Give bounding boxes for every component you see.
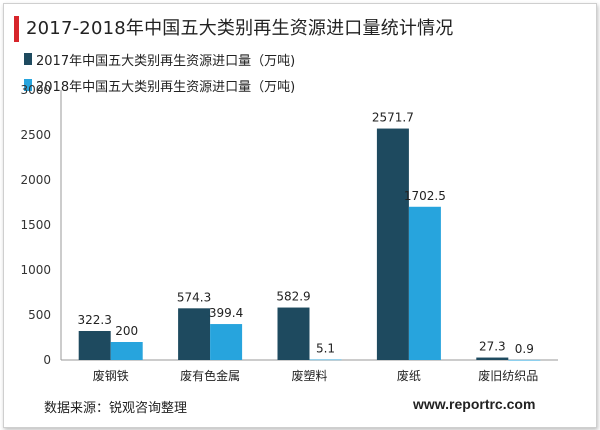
legend-item-2018: 2018年中国五大类别再生资源进口量（万吨) [24, 74, 295, 96]
website-watermark: www.reportrc.com [413, 396, 536, 412]
bar-2017 [476, 357, 509, 360]
x-tick-label: 废旧纺织品 [478, 368, 538, 383]
y-tick-label: 0 [43, 353, 51, 367]
bar-2018 [508, 359, 541, 361]
bar-2017 [178, 308, 211, 360]
data-source: 数据来源：锐观咨询整理 [44, 401, 188, 416]
data-label: 582.9 [276, 290, 310, 304]
data-label: 5.1 [316, 342, 335, 356]
data-label: 27.3 [479, 340, 506, 354]
bar-2018 [309, 359, 342, 361]
legend-label-2017: 2017年中国五大类别再生资源进口量（万吨) [36, 53, 296, 69]
data-label: 574.3 [177, 290, 211, 304]
y-tick-label: 1500 [20, 218, 51, 232]
data-label: 399.4 [209, 306, 243, 320]
title-accent-bar [14, 16, 19, 42]
bar-2018 [210, 324, 243, 360]
x-tick-label: 废钢铁 [93, 368, 129, 383]
bar-2018 [110, 342, 143, 360]
y-tick-label: 500 [28, 308, 51, 322]
bar-2017 [78, 330, 111, 360]
y-tick-label: 2500 [20, 128, 51, 142]
y-tick-label: 2000 [20, 173, 51, 187]
bar-2017 [277, 307, 310, 360]
y-tick-label: 3000 [20, 83, 51, 97]
data-label: 0.9 [515, 342, 534, 356]
x-tick-label: 废塑料 [291, 368, 327, 383]
data-label: 1702.5 [404, 189, 446, 203]
x-tick-label: 废纸 [397, 368, 421, 383]
data-label: 2571.7 [372, 111, 414, 125]
chart-legend: 2017年中国五大类别再生资源进口量（万吨) 2018年中国五大类别再生资源进口… [24, 48, 295, 100]
x-tick-label: 废有色金属 [180, 368, 240, 383]
legend-swatch-2018 [24, 79, 32, 91]
chart-title: 2017-2018年中国五大类别再生资源进口量统计情况 [26, 18, 454, 39]
legend-item-2017: 2017年中国五大类别再生资源进口量（万吨) [24, 48, 295, 70]
data-label: 322.3 [78, 313, 112, 327]
legend-label-2018: 2018年中国五大类别再生资源进口量（万吨) [36, 79, 296, 95]
bar-2017 [376, 128, 409, 360]
legend-swatch-2017 [24, 53, 32, 65]
bar-2018 [408, 206, 441, 360]
y-tick-label: 1000 [20, 263, 51, 277]
data-label: 200 [115, 324, 138, 338]
